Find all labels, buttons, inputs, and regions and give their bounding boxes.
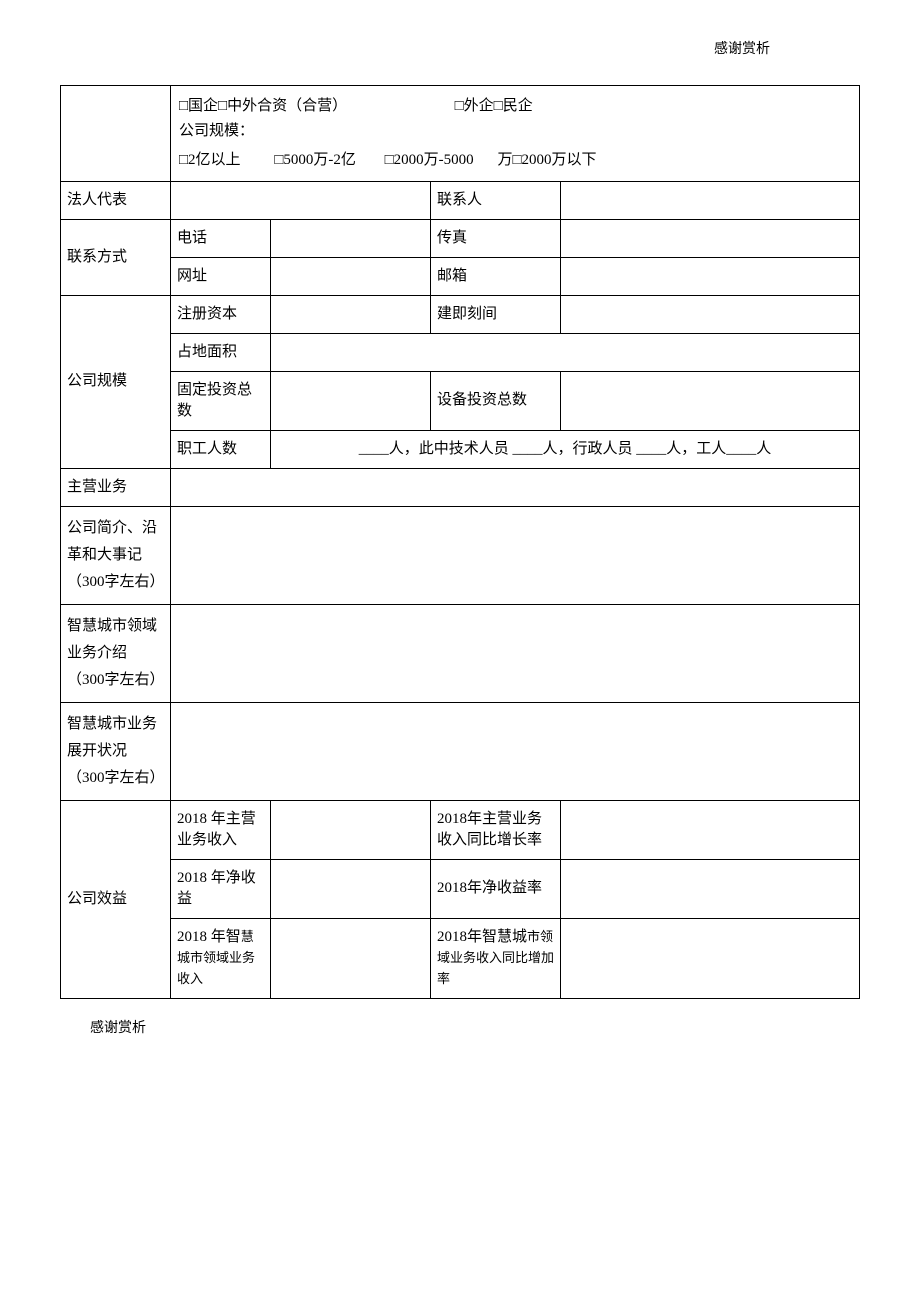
phone-label: 电话 bbox=[171, 219, 271, 257]
website-label: 网址 bbox=[171, 257, 271, 295]
net-income-label: 2018 年净收益 bbox=[171, 859, 271, 918]
main-growth-value bbox=[561, 800, 860, 859]
scale-label: 公司规模： bbox=[179, 121, 851, 142]
staff-count-label: 职工人数 bbox=[171, 430, 271, 468]
phone-value bbox=[271, 219, 431, 257]
contact-person-value bbox=[561, 181, 860, 219]
legal-rep-label: 法人代表 bbox=[61, 181, 171, 219]
company-intro-value bbox=[171, 506, 860, 604]
reg-capital-value bbox=[271, 295, 431, 333]
scale-opt-2: □5000万-2亿 bbox=[274, 150, 356, 171]
email-value bbox=[561, 257, 860, 295]
scale-opt-3: □2000万-5000 bbox=[385, 150, 474, 171]
company-scale-label: 公司规模 bbox=[61, 295, 171, 468]
fixed-invest-label: 固定投资总数 bbox=[171, 371, 271, 430]
sc-status-line2: （300字左右） bbox=[67, 765, 164, 792]
smart-growth-label: 2018年智慧城市领域业务收入同比增加率 bbox=[431, 918, 561, 998]
smart-income-label: 2018 年智慧城市领域业务收入 bbox=[171, 918, 271, 998]
main-business-value bbox=[171, 468, 860, 506]
header-text: 感谢赏析 bbox=[60, 40, 860, 60]
establish-time-value bbox=[561, 295, 860, 333]
fax-value bbox=[561, 219, 860, 257]
scale-opt-4: 万□2000万以下 bbox=[497, 150, 596, 171]
reg-capital-label: 注册资本 bbox=[171, 295, 271, 333]
intro-line2: （300字左右） bbox=[67, 569, 164, 596]
smart-growth-p1: 2018年智慧城 bbox=[437, 929, 527, 945]
contact-person-label: 联系人 bbox=[431, 181, 561, 219]
legal-rep-value bbox=[171, 181, 431, 219]
smart-city-status-label: 智慧城市业务展开状况 （300字左右） bbox=[61, 702, 171, 800]
smart-city-status-value bbox=[171, 702, 860, 800]
main-growth-label: 2018年主营业务收入同比增长率 bbox=[431, 800, 561, 859]
equip-invest-value bbox=[561, 371, 860, 430]
website-value bbox=[271, 257, 431, 295]
smart-growth-value bbox=[561, 918, 860, 998]
equip-invest-label: 设备投资总数 bbox=[431, 371, 561, 430]
main-income-value bbox=[271, 800, 431, 859]
sc-intro-line1: 智慧城市领域业务介绍 bbox=[67, 613, 164, 667]
smart-city-intro-label: 智慧城市领域业务介绍 （300字左右） bbox=[61, 604, 171, 702]
intro-line1: 公司简介、沿革和大事记 bbox=[67, 515, 164, 569]
main-business-label: 主营业务 bbox=[61, 468, 171, 506]
smart-income-value bbox=[271, 918, 431, 998]
email-label: 邮箱 bbox=[431, 257, 561, 295]
smart-city-intro-value bbox=[171, 604, 860, 702]
fax-label: 传真 bbox=[431, 219, 561, 257]
main-income-label: 2018 年主营业务收入 bbox=[171, 800, 271, 859]
staff-count-value: ____人，此中技术人员 ____人，行政人员 ____人，工人____人 bbox=[271, 430, 860, 468]
net-income-value bbox=[271, 859, 431, 918]
company-form-table: □国企□中外合资（合营） □外企□民企 公司规模： □2亿以上 □5000万-2… bbox=[60, 85, 860, 999]
company-type-label-cell bbox=[61, 85, 171, 181]
sc-status-line1: 智慧城市业务展开状况 bbox=[67, 711, 164, 765]
contact-label: 联系方式 bbox=[61, 219, 171, 295]
type-opt-domestic: □国企□中外合资（合营） bbox=[179, 98, 347, 114]
net-yield-label: 2018年净收益率 bbox=[431, 859, 561, 918]
net-yield-value bbox=[561, 859, 860, 918]
area-value bbox=[271, 333, 860, 371]
company-intro-label: 公司简介、沿革和大事记 （300字左右） bbox=[61, 506, 171, 604]
establish-time-label: 建即刻间 bbox=[431, 295, 561, 333]
scale-opt-1: □2亿以上 bbox=[179, 150, 241, 171]
footer-text: 感谢赏析 bbox=[60, 1019, 860, 1039]
company-benefit-label: 公司效益 bbox=[61, 800, 171, 998]
area-label: 占地面积 bbox=[171, 333, 271, 371]
fixed-invest-value bbox=[271, 371, 431, 430]
sc-intro-line2: （300字左右） bbox=[67, 667, 164, 694]
type-opt-foreign: □外企□民企 bbox=[455, 98, 533, 114]
company-type-options: □国企□中外合资（合营） □外企□民企 公司规模： □2亿以上 □5000万-2… bbox=[171, 85, 860, 181]
smart-income-p1: 2018 年智 bbox=[177, 929, 241, 945]
